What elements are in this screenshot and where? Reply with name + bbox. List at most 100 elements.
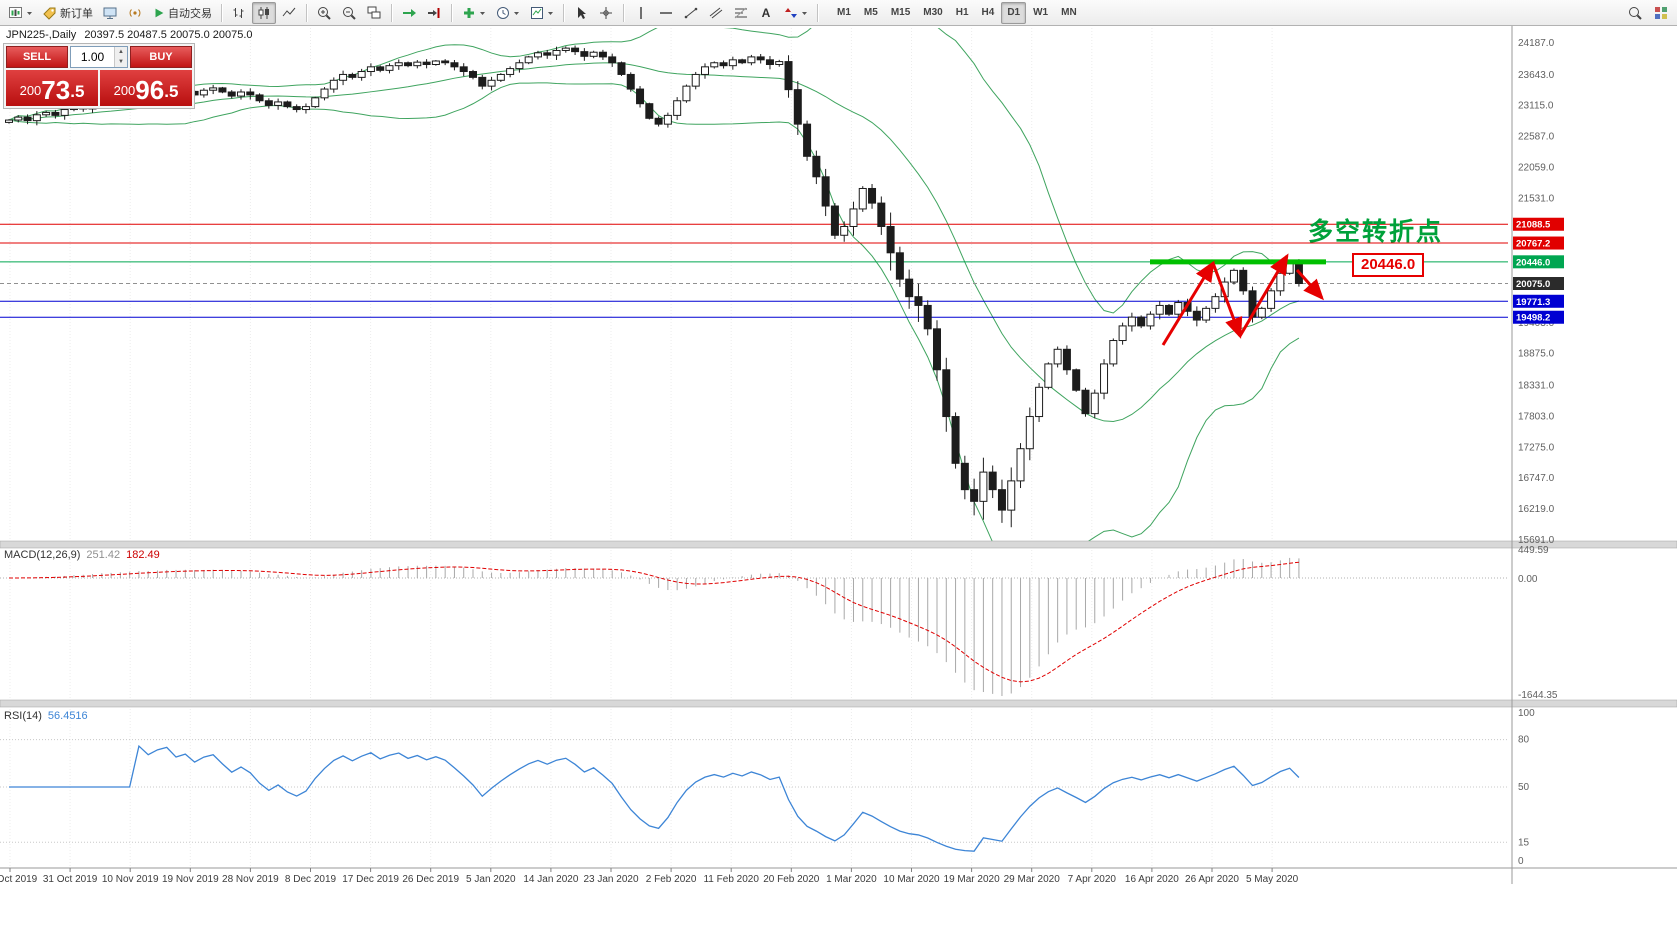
templates-button[interactable] [525, 2, 558, 24]
toolbar-separator [817, 3, 818, 22]
symbol-period-label: JPN225-,Daily [6, 29, 77, 41]
time-label: 2 Feb 2020 [646, 874, 697, 885]
trendline-button[interactable] [679, 2, 703, 24]
buy-button[interactable]: BUY [130, 46, 192, 68]
time-label: 16 Apr 2020 [1125, 874, 1179, 885]
channel-icon [709, 7, 723, 18]
grid [9, 28, 1273, 866]
palette-icon [1655, 6, 1667, 19]
auto-scroll-button[interactable] [397, 2, 421, 24]
svg-text:17275.0: 17275.0 [1518, 442, 1555, 453]
svg-text:20767.2: 20767.2 [1516, 239, 1550, 250]
candlestick-chart-button[interactable] [252, 1, 276, 24]
volume-increase-button[interactable]: ▲ [115, 47, 127, 57]
crosshair-button[interactable] [594, 2, 618, 24]
chart-shift-button[interactable] [422, 2, 446, 24]
fibonacci-button[interactable] [729, 2, 753, 24]
chevron-down-icon [480, 11, 485, 15]
time-label: 7 Apr 2020 [1068, 874, 1117, 885]
rsi-value: 56.4516 [47, 710, 88, 722]
volume-input[interactable] [71, 47, 114, 67]
svg-text:A: A [762, 6, 771, 20]
tf-button-D1[interactable]: D1 [1001, 1, 1027, 24]
separator-macd[interactable] [0, 540, 1677, 549]
time-label: 8 Dec 2019 [285, 874, 337, 885]
price-level-annotation-box[interactable]: 20446.0 [1352, 253, 1425, 277]
level-lines[interactable] [0, 223, 1508, 318]
time-label: 1 Mar 2020 [826, 874, 877, 885]
sell-price-big: 73 [41, 75, 71, 105]
price-axis[interactable]: 24187.0 23643.0 23115.0 22587.0 22059.0 21531… [1513, 38, 1564, 546]
time-label: 19 Mar 2020 [944, 874, 1001, 885]
macd-name: MACD(12,26,9) [4, 549, 81, 561]
horizontal-line-button[interactable] [654, 2, 678, 24]
search-button[interactable] [1623, 2, 1647, 24]
svg-text:80: 80 [1518, 735, 1530, 746]
sell-button[interactable]: SELL [6, 46, 68, 68]
svg-text:22059.0: 22059.0 [1518, 162, 1555, 173]
tf-button-H4[interactable]: H4 [976, 2, 1001, 24]
cursor-button[interactable] [569, 2, 593, 24]
arrows-tool-button[interactable] [779, 2, 812, 24]
line-chart-button[interactable] [277, 2, 301, 24]
new-order-button[interactable]: 新订单 [38, 2, 97, 24]
svg-text:16219.0: 16219.0 [1518, 504, 1555, 515]
text-tool-icon: A [762, 6, 771, 20]
chart-canvas[interactable]: 24187.0 23643.0 23115.0 22587.0 22059.0 21531… [0, 26, 1677, 946]
svg-text:449.59: 449.59 [1518, 545, 1549, 556]
alerts-button[interactable] [123, 2, 147, 24]
new-chart-button[interactable] [4, 2, 37, 24]
time-label: 28 Nov 2019 [222, 874, 279, 885]
zoom-out-button[interactable] [337, 2, 361, 24]
vertical-line-button[interactable] [629, 2, 653, 24]
periods-button[interactable] [491, 2, 524, 24]
svg-text:20075.0: 20075.0 [1516, 279, 1550, 290]
buy-price-panel[interactable]: 200 96.5 [100, 70, 192, 106]
search-icon [1629, 6, 1642, 20]
volume-decrease-button[interactable]: ▼ [115, 57, 127, 67]
tf-button-M30[interactable]: M30 [917, 2, 948, 24]
sell-price-panel[interactable]: 200 73.5 [6, 70, 98, 106]
tf-button-H1[interactable]: H1 [950, 2, 975, 24]
turning-point-annotation[interactable]: 多空转折点 [1308, 218, 1444, 246]
separator-rsi[interactable] [0, 699, 1677, 708]
svg-text:23115.0: 23115.0 [1518, 101, 1554, 112]
tf-button-M15[interactable]: M15 [885, 2, 916, 24]
trendline-icon [684, 7, 698, 18]
price-marker-19771.3 [1513, 294, 1564, 308]
panel-separators[interactable] [0, 540, 1677, 708]
time-label: 26 Dec 2019 [402, 874, 459, 885]
ohlc-readout: 20397.5 20487.5 20075.0 20075.0 [84, 29, 253, 41]
zoom-in-button[interactable] [312, 2, 336, 24]
tile-windows-button[interactable] [362, 2, 386, 24]
quick-settings-button[interactable] [1649, 2, 1673, 24]
text-tool-button[interactable]: A [754, 2, 778, 24]
svg-text:21088.5: 21088.5 [1516, 220, 1551, 231]
tf-button-M5[interactable]: M5 [858, 2, 884, 24]
auto-trading-button[interactable]: 自动交易 [148, 2, 216, 24]
chart-area[interactable]: 24187.0 23643.0 23115.0 22587.0 22059.0 21531… [0, 26, 1677, 946]
add-indicator-icon [464, 7, 474, 18]
new-chart-icon [9, 6, 22, 18]
macd-signal-value: 182.49 [126, 549, 160, 561]
sell-price-prefix: 200 [19, 83, 42, 98]
channel-button[interactable] [704, 2, 728, 24]
svg-text:23643.0: 23643.0 [1518, 70, 1555, 81]
cursor-icon [578, 6, 586, 19]
bb-lower [8, 82, 1300, 542]
tf-button-MN[interactable]: MN [1055, 2, 1083, 24]
chart-profiles-button[interactable] [98, 2, 122, 24]
tf-button-M1[interactable]: M1 [831, 2, 857, 24]
vertical-line-icon [640, 6, 642, 19]
buy-price-frac: .5 [164, 82, 179, 101]
indicator-axis: 449.59 0.00 -1644.35 100 80 50 15 0 [1518, 545, 1558, 867]
zigzag-annotation[interactable] [1161, 253, 1324, 346]
time-label: 23 Jan 2020 [583, 874, 638, 885]
tf-button-W1[interactable]: W1 [1027, 2, 1054, 24]
bar-chart-button[interactable] [227, 2, 251, 24]
chevron-down-icon [27, 11, 32, 15]
indicators-button[interactable] [457, 2, 490, 24]
svg-text:19498.2: 19498.2 [1516, 313, 1550, 324]
zoom-in-icon [318, 6, 331, 20]
